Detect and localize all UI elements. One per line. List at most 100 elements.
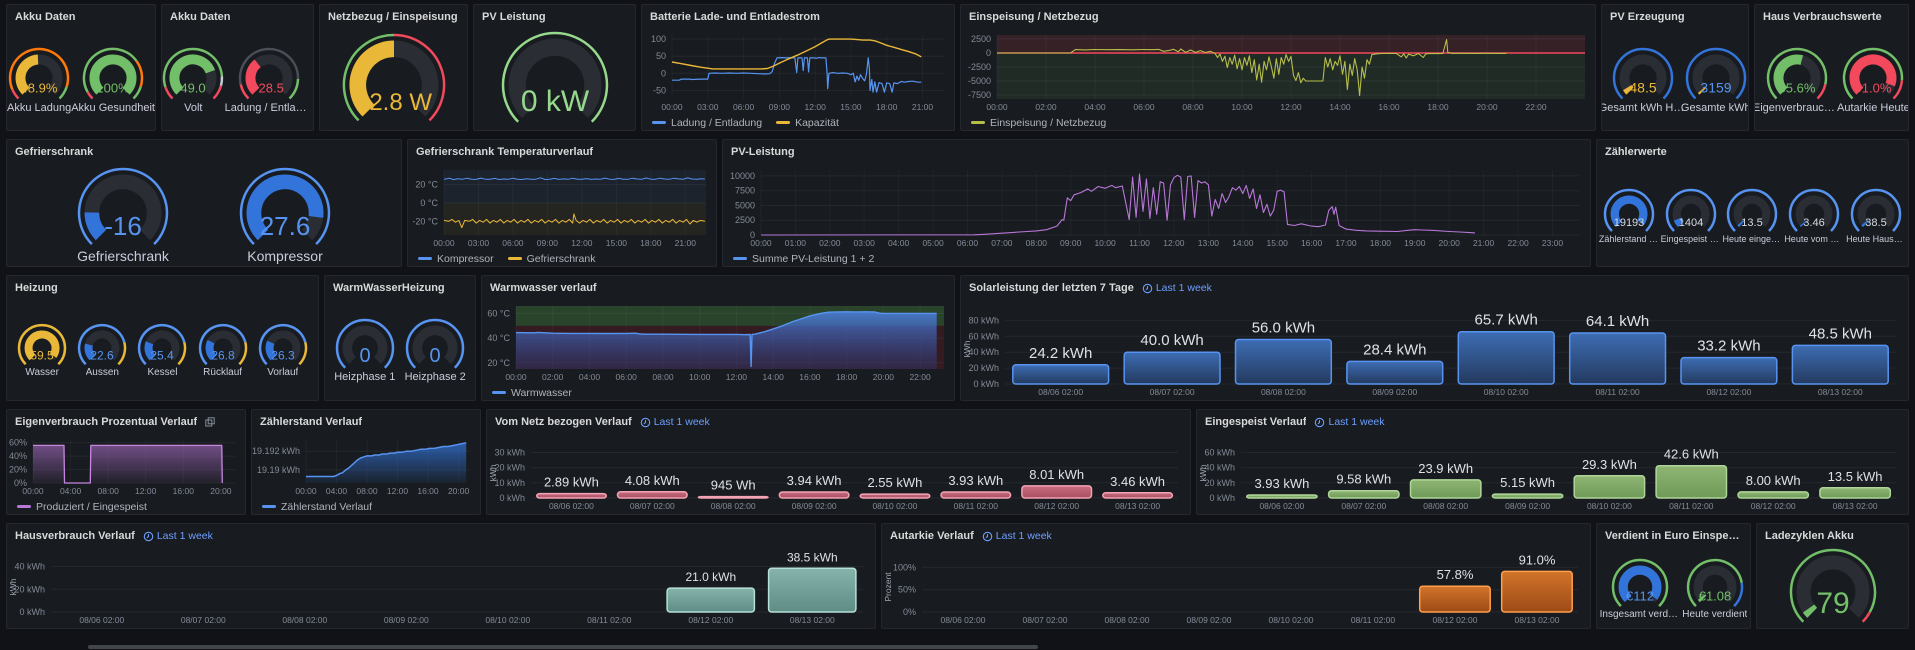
gauge-arc: -16 xyxy=(77,167,169,245)
solar-bar-chart[interactable]: 0 kWh 20 kWh 40 kWh 60 kWh 80 kWh 24.2 kWh 08/… xyxy=(961,300,1908,400)
panel-title[interactable]: Netzbezug / Einspeisung xyxy=(328,11,458,23)
panel-netzbezug-gauge: Netzbezug / Einspeisung 12.8 W xyxy=(319,4,468,131)
vomnetz-bar-chart[interactable]: 0 kWh 10 kWh 20 kWh 30 kWh 2.89 kWh 08/06 02:… xyxy=(487,434,1190,514)
svg-text:0 kW: 0 kW xyxy=(520,85,589,118)
panel-title[interactable]: Eigenverbrauch Prozentual Verlauf xyxy=(15,416,198,428)
time-range-link[interactable]: Last 1 week xyxy=(640,416,710,428)
svg-text:kWh: kWh xyxy=(488,464,498,481)
time-range-link[interactable]: Last 1 week xyxy=(143,530,213,542)
panel-links-icon[interactable] xyxy=(205,417,215,427)
panel-title[interactable]: Heizung xyxy=(15,282,58,294)
panel-warmwasser-verlauf: Warmwasser verlauf 60 °C 40 °C 20 °C 00:00 0… xyxy=(481,275,955,401)
panel-title[interactable]: PV Erzeugung xyxy=(1610,11,1685,23)
svg-text:100: 100 xyxy=(651,34,666,44)
svg-text:23:00: 23:00 xyxy=(1542,238,1564,248)
panel-title[interactable]: Gefrierschrank Temperaturverlauf xyxy=(416,146,594,158)
svg-text:08:00: 08:00 xyxy=(98,486,120,496)
svg-text:18:00: 18:00 xyxy=(640,238,662,248)
gauge-label: Volt xyxy=(184,101,203,114)
gauge-label: Insgesamt verdient xyxy=(1599,608,1680,620)
panel-title[interactable]: Ladezyklen Akku xyxy=(1765,530,1854,542)
gauge: -16 Gefrierschrank xyxy=(77,166,169,264)
panel-title[interactable]: PV-Leistung xyxy=(731,146,795,158)
legend-item[interactable]: Kapazität xyxy=(776,117,839,129)
time-range-link[interactable]: Last 1 week xyxy=(982,530,1052,542)
batterie-chart[interactable]: 100 50 0 -50 00:00 03:00 06:00 09:00 12:00 15:00 1… xyxy=(642,29,954,130)
panel-title[interactable]: WarmWasserHeizung xyxy=(333,282,445,294)
svg-text:04:00: 04:00 xyxy=(579,372,601,382)
panel-gefrierschrank: Gefrierschrank -16 Gefrierschrank 27.6 Komp… xyxy=(6,139,402,267)
legend-item[interactable]: Ladung / Entladung xyxy=(652,117,762,129)
svg-text:08/08 02:00: 08/08 02:00 xyxy=(711,501,756,511)
warmwasser-chart[interactable]: 60 °C 40 °C 20 °C 00:00 02:00 04:00 06:00 08:00… xyxy=(482,300,954,400)
svg-text:18:00: 18:00 xyxy=(1427,102,1449,112)
panel-title[interactable]: Zählerstand Verlauf xyxy=(260,416,363,428)
legend-item[interactable]: Gefrierschrank xyxy=(507,253,595,265)
svg-text:08/07 02:00: 08/07 02:00 xyxy=(1341,501,1386,511)
gefrier-temp-chart[interactable]: 20 °C 0 °C -20 °C 00:00 03:00 06:00 09:00 12:00… xyxy=(408,164,716,266)
panel-title[interactable]: Autarkie Verlauf xyxy=(890,530,974,542)
panel-solarleistung: Solarleistung der letzten 7 Tage Last 1 … xyxy=(960,275,1909,401)
svg-text:2.55 kWh: 2.55 kWh xyxy=(867,475,922,490)
svg-text:08/10 02:00: 08/10 02:00 xyxy=(485,615,530,625)
gauge: 27.6 Kompressor xyxy=(239,166,331,264)
panel-title[interactable]: Hausverbrauch Verlauf xyxy=(15,530,135,542)
gauge: 79 xyxy=(1789,547,1877,628)
svg-text:08:00: 08:00 xyxy=(652,372,674,382)
svg-text:12:00: 12:00 xyxy=(726,372,748,382)
panel-title[interactable]: Zählerwerte xyxy=(1605,146,1667,158)
clock-icon xyxy=(640,417,650,427)
svg-text:40.0 kWh: 40.0 kWh xyxy=(1140,332,1203,349)
gauge-arc: 0 xyxy=(405,318,465,369)
panel-title[interactable]: Verdient in Euro Einspeisung xyxy=(1605,530,1742,542)
svg-text:40 kWh: 40 kWh xyxy=(14,562,45,572)
panel-title[interactable]: Warmwasser verlauf xyxy=(490,282,597,294)
panel-haus-verbrauchswerte: Haus Verbrauchswerte 55.6% Eigenverbrauch… xyxy=(1754,4,1909,131)
svg-text:3159: 3159 xyxy=(1700,79,1731,95)
panel-pv-leistung-gauge: PV Leistung 0 kW xyxy=(473,4,636,131)
legend-item[interactable]: Kompressor xyxy=(418,253,494,265)
svg-text:06:00: 06:00 xyxy=(502,238,524,248)
eigenverbrauch-chart[interactable]: 60% 40% 20% 0% 00:00 04:00 08:00 12:00 16:00 20:0… xyxy=(7,434,245,514)
panel-title[interactable]: PV Leistung xyxy=(482,11,546,23)
eingespeist-bar-chart[interactable]: 0 kWh 20 kWh 40 kWh 60 kWh 3.93 kWh 08/06 02:… xyxy=(1197,434,1908,514)
svg-text:08/07 02:00: 08/07 02:00 xyxy=(1150,387,1195,397)
gauge-label: Eingespeist kWh xyxy=(1660,233,1721,244)
panel-title[interactable]: Einspeisung / Netzbezug xyxy=(969,11,1099,23)
legend-item[interactable]: Summe PV-Leistung 1 + 2 xyxy=(733,253,874,265)
time-range-link[interactable]: Last 1 week xyxy=(1314,416,1385,428)
legend-item[interactable]: Produziert / Eingespeist xyxy=(17,501,147,513)
panel-pv-erzeugung: PV Erzeugung 48.5 Gesamt kWh Heute 3159 Ges… xyxy=(1601,4,1749,131)
gauge-group: €112 Insgesamt verdient €1.08 Heute verdien… xyxy=(1597,548,1750,628)
zaehlerstand-chart[interactable]: 19.192 kWh 19.19 kWh 00:00 04:00 08:00 12:00 1… xyxy=(252,434,480,514)
autarkie-bar-chart[interactable]: 0% 50% 100% 08/06 02:00 08/07 02:00 08/08 02:… xyxy=(882,548,1590,628)
time-range-link[interactable]: Last 1 week xyxy=(1142,282,1212,294)
svg-text:12:00: 12:00 xyxy=(1280,102,1302,112)
panel-title[interactable]: Akku Daten xyxy=(15,11,76,23)
svg-text:12:00: 12:00 xyxy=(805,102,827,112)
legend-item[interactable]: Warmwasser xyxy=(492,387,572,399)
svg-text:12.8 W: 12.8 W xyxy=(355,89,431,116)
panel-title[interactable]: Eingespeist Verlauf xyxy=(1205,416,1307,428)
panel-title[interactable]: Batterie Lade- und Entladestrom xyxy=(650,11,820,23)
panel-title[interactable]: Gefrierschrank xyxy=(15,146,94,158)
legend-item[interactable]: Einspeisung / Netzbezug xyxy=(971,117,1106,129)
svg-text:04:00: 04:00 xyxy=(1084,102,1106,112)
gauge-label: Rücklauf xyxy=(203,367,243,378)
panel-einspeisung-netzbezug: Einspeisung / Netzbezug 2500 0 -2500 -5000 -… xyxy=(960,4,1596,131)
horizontal-scrollbar-thumb[interactable] xyxy=(88,645,1038,649)
svg-text:10000: 10000 xyxy=(730,171,755,181)
panel-title[interactable]: Akku Daten xyxy=(170,11,231,23)
panel-title[interactable]: Haus Verbrauchswerte xyxy=(1763,11,1882,23)
clock-icon xyxy=(1315,417,1325,427)
panel-title[interactable]: Vom Netz bezogen Verlauf xyxy=(495,416,632,428)
pv-verlauf-chart[interactable]: 10000 7500 5000 2500 0 00:00 01:00 02:00 03:00 04… xyxy=(723,164,1590,266)
einspeisung-chart[interactable]: 2500 0 -2500 -5000 -7500 00:00 02:00 04:00 06:00… xyxy=(961,29,1595,130)
svg-text:20:00: 20:00 xyxy=(1439,238,1461,248)
svg-text:20 kWh: 20 kWh xyxy=(494,463,525,473)
hausverbrauch-bar-chart[interactable]: 0 kWh 20 kWh 40 kWh 08/06 02:00 08/07 02:00 0… xyxy=(7,548,875,628)
panel-title[interactable]: Solarleistung der letzten 7 Tage xyxy=(969,282,1134,294)
legend-item[interactable]: Zählerstand Verlauf xyxy=(262,501,372,513)
gauge-arc: 25.4 xyxy=(138,323,187,366)
svg-text:08/13 02:00: 08/13 02:00 xyxy=(1818,387,1863,397)
